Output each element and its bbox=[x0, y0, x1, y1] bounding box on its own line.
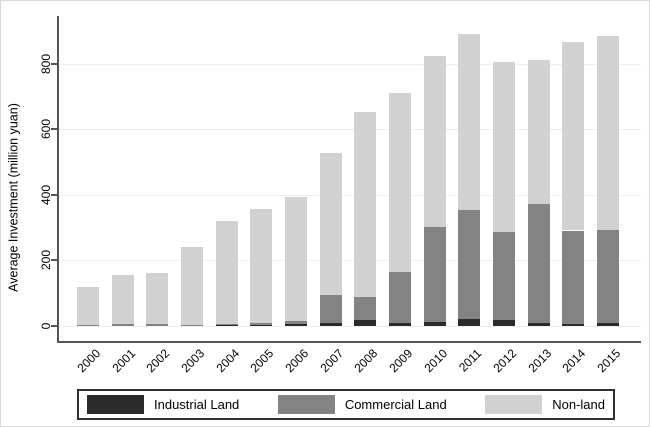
gridline-200 bbox=[59, 260, 641, 262]
legend-label-industrial-land: Industrial Land bbox=[154, 397, 240, 412]
bar-2008-non-land bbox=[354, 111, 377, 298]
bar-2001-commercial-land bbox=[111, 324, 134, 326]
bar-2010-non-land bbox=[423, 56, 446, 227]
bar-2004-industrial-land bbox=[215, 325, 238, 327]
bar-2005-non-land bbox=[250, 208, 273, 324]
bar-2014-industrial-land bbox=[562, 324, 585, 326]
y-tick-400 bbox=[51, 193, 58, 196]
gridline-0 bbox=[59, 326, 641, 327]
y-tick-label-200: 200 bbox=[39, 250, 53, 271]
legend-item-industrial-land: Industrial Land bbox=[87, 395, 239, 414]
bar-2002-commercial-land bbox=[146, 324, 169, 326]
legend-swatch-industrial-land bbox=[87, 395, 144, 414]
legend: Industrial Land Commercial Land Non-land bbox=[77, 389, 615, 420]
y-tick-800 bbox=[51, 62, 58, 65]
bar-2006-non-land bbox=[285, 197, 307, 321]
y-axis-title: Average Investment (million yuan) bbox=[6, 103, 21, 292]
bar-2010-commercial-land bbox=[423, 226, 446, 323]
legend-swatch-non-land bbox=[485, 395, 543, 414]
y-tick-600 bbox=[51, 128, 58, 131]
bar-2012-commercial-land bbox=[493, 231, 515, 321]
bar-2012-non-land bbox=[493, 62, 515, 232]
x-axis bbox=[57, 341, 641, 343]
legend-label-non-land: Non-land bbox=[552, 397, 605, 412]
bar-2009-commercial-land bbox=[389, 271, 411, 324]
gridline-400 bbox=[59, 194, 641, 196]
bar-2015-commercial-land bbox=[597, 229, 620, 324]
bar-2015-industrial-land bbox=[597, 323, 620, 326]
bar-2005-commercial-land bbox=[250, 323, 273, 325]
bar-2008-commercial-land bbox=[354, 297, 377, 321]
legend-label-commercial-land: Commercial Land bbox=[344, 397, 447, 412]
legend-item-non-land: Non-land bbox=[485, 395, 605, 414]
bar-2012-industrial-land bbox=[493, 320, 515, 326]
bar-2014-commercial-land bbox=[562, 230, 585, 324]
bar-2011-commercial-land bbox=[458, 210, 481, 320]
bar-2011-non-land bbox=[458, 34, 481, 211]
legend-swatch-commercial-land bbox=[277, 395, 335, 414]
y-tick-label-600: 600 bbox=[39, 119, 53, 140]
y-tick-label-0: 0 bbox=[39, 322, 53, 330]
bar-2009-non-land bbox=[389, 93, 411, 272]
y-axis bbox=[57, 16, 59, 343]
y-tick-label-400: 400 bbox=[39, 184, 53, 205]
bar-2014-non-land bbox=[562, 41, 585, 231]
bar-2013-commercial-land bbox=[527, 203, 550, 323]
bar-2015-non-land bbox=[597, 35, 620, 230]
legend-item-commercial-land: Commercial Land bbox=[277, 395, 447, 414]
bar-2003-commercial-land bbox=[181, 325, 203, 326]
y-tick-200 bbox=[51, 259, 58, 262]
bar-2007-industrial-land bbox=[319, 322, 342, 326]
bar-2002-non-land bbox=[146, 272, 169, 325]
bar-2004-non-land bbox=[215, 220, 238, 325]
bar-2005-industrial-land bbox=[250, 325, 273, 326]
bar-2008-industrial-land bbox=[354, 320, 377, 326]
bar-2001-non-land bbox=[111, 274, 134, 325]
gridline-800 bbox=[59, 63, 641, 65]
bar-2007-commercial-land bbox=[319, 294, 342, 323]
bar-2000-commercial-land bbox=[77, 325, 99, 327]
bar-2011-industrial-land bbox=[458, 319, 481, 326]
bar-2000-non-land bbox=[77, 286, 99, 326]
bar-2006-commercial-land bbox=[285, 321, 307, 325]
bar-2010-industrial-land bbox=[423, 322, 446, 326]
bar-2013-non-land bbox=[527, 60, 550, 204]
y-tick-label-800: 800 bbox=[39, 53, 53, 74]
gridline-600 bbox=[59, 129, 641, 131]
bar-2009-industrial-land bbox=[389, 323, 411, 326]
bar-2013-industrial-land bbox=[527, 322, 550, 326]
bar-2004-commercial-land bbox=[215, 324, 238, 326]
bar-2006-industrial-land bbox=[285, 324, 307, 326]
bar-2007-non-land bbox=[319, 152, 342, 295]
bar-2003-non-land bbox=[181, 247, 203, 326]
y-tick-0 bbox=[51, 325, 58, 327]
